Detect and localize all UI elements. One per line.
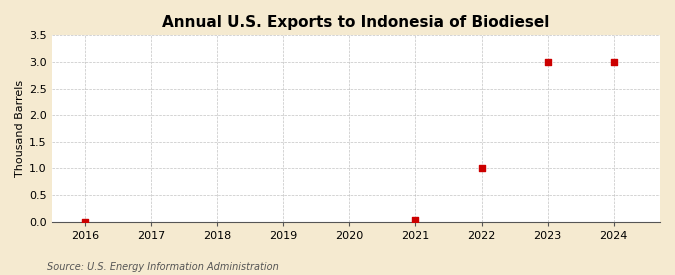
Point — [410, 218, 421, 222]
Point — [476, 166, 487, 171]
Point — [80, 219, 90, 224]
Y-axis label: Thousand Barrels: Thousand Barrels — [15, 80, 25, 177]
Point — [542, 60, 553, 64]
Text: Source: U.S. Energy Information Administration: Source: U.S. Energy Information Administ… — [47, 262, 279, 272]
Point — [608, 60, 619, 64]
Title: Annual U.S. Exports to Indonesia of Biodiesel: Annual U.S. Exports to Indonesia of Biod… — [162, 15, 549, 30]
